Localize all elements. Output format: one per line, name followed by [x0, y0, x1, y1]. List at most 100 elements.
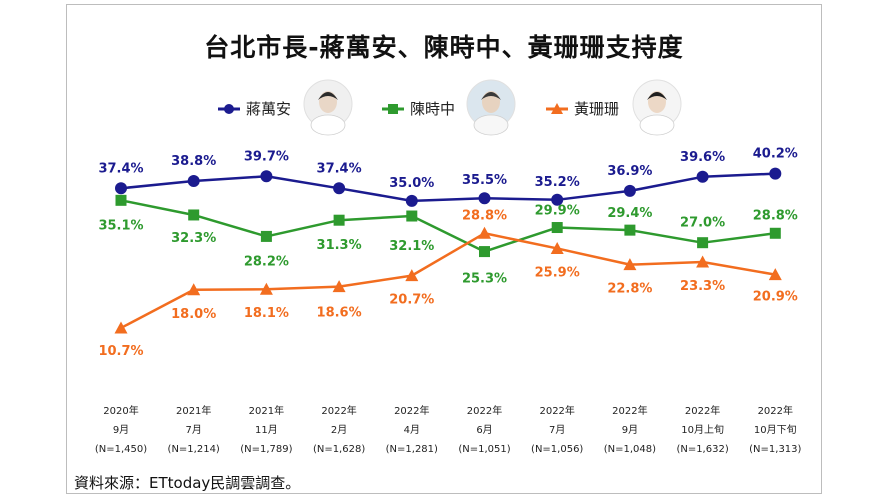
- data-label-s1-7: 35.2%: [535, 175, 580, 190]
- candidate-photo-body-2: [473, 114, 509, 136]
- x-tick-label-9-2: 10月上旬: [681, 423, 724, 436]
- x-tick-label-1-2: 9月: [113, 424, 129, 436]
- candidate-photo-body-1: [310, 114, 346, 136]
- x-tick-label-4-1: 2022年: [321, 404, 356, 417]
- data-label-s1-5: 35.0%: [389, 176, 434, 191]
- candidate-photo-hair-2: [481, 92, 501, 100]
- data-label-s3-9: 23.3%: [680, 279, 725, 294]
- series-line-3: [120, 232, 776, 330]
- data-label-s2-9: 27.0%: [680, 216, 725, 231]
- x-tick-label-8-3: (N=1,048): [604, 444, 656, 455]
- data-point-s1-5: [405, 194, 418, 207]
- data-label-s3-1: 10.7%: [98, 344, 143, 359]
- data-label-s2-8: 29.4%: [607, 206, 652, 221]
- data-point-s1-7: [551, 193, 564, 206]
- data-label-s1-3: 39.7%: [244, 149, 289, 164]
- x-tick-label-4-2: 2月: [331, 424, 347, 436]
- data-label-s2-1: 35.1%: [98, 218, 143, 233]
- data-label-s3-3: 18.1%: [244, 306, 289, 321]
- data-point-s1-1: [115, 182, 127, 195]
- data-point-s2-3: [260, 230, 272, 242]
- x-tick-label-1-1: 2020年: [103, 404, 138, 417]
- x-tick-label-2-2: 7月: [186, 424, 202, 436]
- x-tick-label-4-3: (N=1,628): [313, 444, 365, 455]
- data-point-s1-4: [333, 182, 346, 195]
- x-tick-label-6-3: (N=1,051): [458, 444, 510, 455]
- data-point-s2-9: [697, 237, 709, 249]
- data-point-s3-6: [478, 226, 491, 239]
- data-point-s1-9: [696, 170, 709, 183]
- x-tick-label-2-3: (N=1,214): [168, 444, 220, 455]
- data-point-s1-10: [769, 167, 782, 180]
- legend-marker-2: [388, 104, 398, 114]
- data-point-s2-5: [406, 210, 418, 222]
- data-point-s2-8: [624, 224, 636, 236]
- data-point-s3-7: [550, 241, 564, 254]
- data-label-s1-9: 39.6%: [680, 150, 725, 165]
- x-tick-label-6-1: 2022年: [467, 404, 502, 417]
- data-point-s3-8: [623, 258, 637, 271]
- source-note: 資料來源：ETtoday民調雲調查。: [74, 474, 301, 492]
- data-point-s2-10: [769, 227, 781, 239]
- x-tick-label-1-3: (N=1,450): [95, 444, 147, 455]
- data-point-s1-8: [623, 184, 636, 197]
- data-label-s2-7: 29.9%: [535, 204, 580, 219]
- data-point-s1-6: [478, 192, 491, 205]
- x-tick-label-3-1: 2021年: [249, 404, 284, 417]
- legend-label-1: 蔣萬安: [246, 100, 291, 118]
- x-tick-label-10-1: 2022年: [758, 404, 793, 417]
- legend-marker-3: [551, 103, 563, 114]
- data-label-s3-6: 28.8%: [462, 208, 507, 223]
- data-point-s1-3: [260, 170, 273, 183]
- x-tick-label-7-2: 7月: [549, 424, 565, 436]
- data-label-s3-7: 25.9%: [535, 265, 580, 280]
- data-point-s3-1: [114, 321, 128, 334]
- data-label-s1-2: 38.8%: [171, 154, 216, 169]
- candidate-photo-body-3: [639, 114, 675, 136]
- x-tick-label-9-1: 2022年: [685, 404, 720, 417]
- data-point-s3-5: [405, 269, 419, 282]
- data-point-s2-6: [479, 246, 490, 258]
- x-tick-label-9-3: (N=1,632): [676, 444, 728, 455]
- data-label-s3-4: 18.6%: [317, 306, 362, 321]
- x-tick-label-10-2: 10月下旬: [754, 423, 797, 436]
- chart-title: 台北市長-蔣萬安、陳時中、黃珊珊支持度: [204, 33, 684, 62]
- data-label-s3-5: 20.7%: [389, 293, 434, 308]
- data-label-s2-3: 28.2%: [244, 254, 289, 269]
- data-point-s1-2: [187, 174, 200, 187]
- data-point-s3-10: [768, 268, 782, 281]
- data-point-s3-4: [332, 280, 346, 293]
- candidate-photo-hair-3: [647, 92, 667, 100]
- x-tick-label-3-2: 11月: [255, 424, 278, 436]
- data-point-s2-7: [551, 222, 563, 234]
- legend-marker-1: [224, 104, 234, 114]
- x-tick-label-8-2: 9月: [622, 424, 638, 436]
- x-tick-label-7-1: 2022年: [539, 404, 574, 417]
- data-label-s2-6: 25.3%: [462, 272, 507, 287]
- data-label-s1-1: 37.4%: [98, 161, 143, 176]
- data-label-s2-5: 32.1%: [389, 239, 434, 254]
- x-tick-label-2-1: 2021年: [176, 404, 211, 417]
- chart-frame: [66, 4, 822, 494]
- data-point-s3-9: [696, 255, 710, 268]
- legend-label-3: 黃珊珊: [574, 100, 619, 118]
- x-tick-label-5-1: 2022年: [394, 404, 429, 417]
- data-point-s2-4: [333, 214, 345, 226]
- legend-label-2: 陳時中: [410, 100, 455, 118]
- data-point-s3-2: [187, 283, 201, 296]
- candidate-photo-hair-1: [318, 92, 338, 100]
- data-label-s1-6: 35.5%: [462, 173, 507, 188]
- series-line-2: [120, 199, 776, 253]
- data-label-s3-2: 18.0%: [171, 307, 216, 322]
- x-tick-label-3-3: (N=1,789): [240, 444, 292, 455]
- x-tick-label-5-2: 4月: [404, 424, 420, 436]
- data-point-s2-2: [188, 209, 200, 221]
- data-label-s3-8: 22.8%: [607, 282, 652, 297]
- data-label-s1-10: 40.2%: [753, 147, 798, 162]
- data-label-s2-4: 31.3%: [317, 238, 362, 253]
- data-point-s3-3: [259, 282, 273, 295]
- x-tick-label-5-3: (N=1,281): [386, 444, 438, 455]
- x-tick-label-6-2: 6月: [476, 424, 492, 436]
- data-label-s1-4: 37.4%: [317, 161, 362, 176]
